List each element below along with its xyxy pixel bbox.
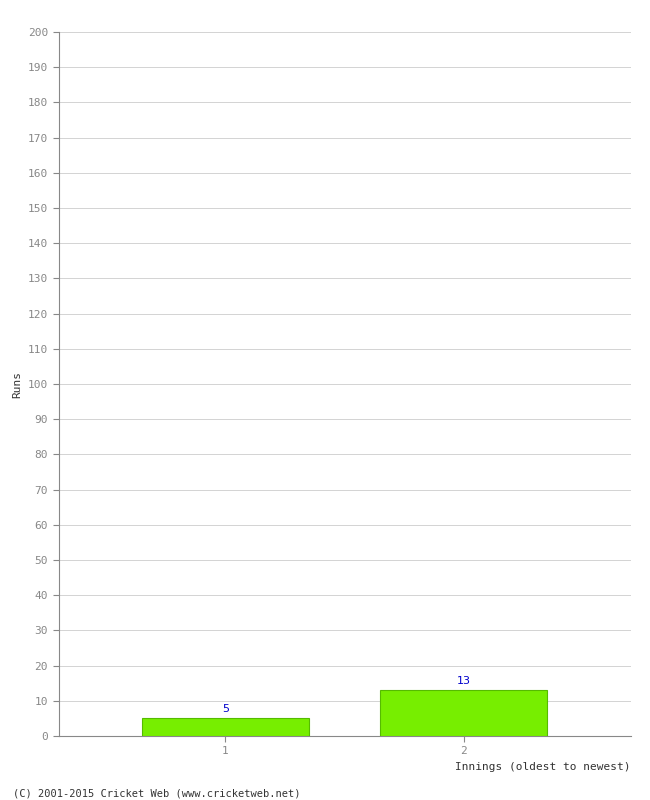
- Text: 5: 5: [222, 704, 229, 714]
- Bar: [380, 690, 547, 736]
- Bar: [142, 718, 309, 736]
- X-axis label: Innings (oldest to newest): Innings (oldest to newest): [455, 762, 630, 772]
- Y-axis label: Runs: Runs: [12, 370, 22, 398]
- Text: 13: 13: [457, 676, 471, 686]
- Text: (C) 2001-2015 Cricket Web (www.cricketweb.net): (C) 2001-2015 Cricket Web (www.cricketwe…: [13, 788, 300, 798]
